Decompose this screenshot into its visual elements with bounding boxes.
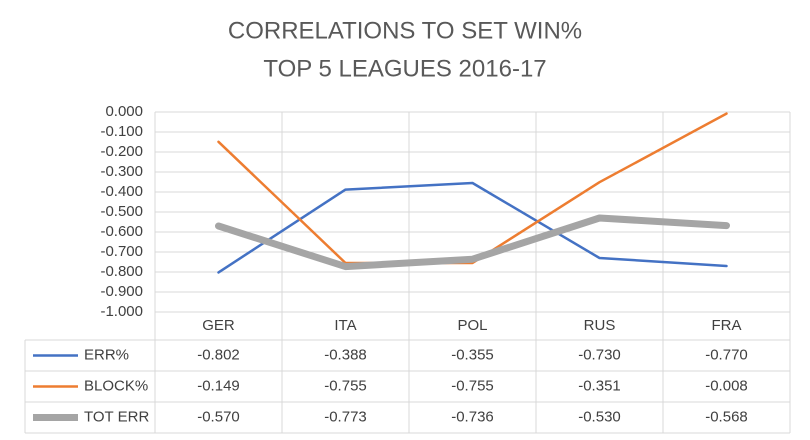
- data-label: -0.773: [324, 408, 367, 425]
- data-label: -0.755: [324, 377, 367, 394]
- legend-label: BLOCK%: [84, 377, 148, 394]
- x-tick-label: POL: [457, 317, 487, 334]
- y-tick-label: -0.400: [100, 183, 143, 200]
- y-tick-label: 0.000: [105, 103, 143, 120]
- y-tick-label: -0.200: [100, 143, 143, 160]
- chart-title: CORRELATIONS TO SET WIN%: [228, 17, 582, 44]
- legend-label: ERR%: [84, 346, 129, 363]
- legend-label: TOT ERR: [84, 408, 149, 425]
- data-label: -0.008: [705, 377, 748, 394]
- data-label: -0.355: [451, 346, 494, 363]
- data-label: -0.351: [578, 377, 621, 394]
- x-tick-label: RUS: [584, 317, 616, 334]
- data-label: -0.736: [451, 408, 494, 425]
- y-tick-label: -0.800: [100, 263, 143, 280]
- chart-subtitle: TOP 5 LEAGUES 2016-17: [263, 55, 546, 82]
- series-line: [217, 181, 728, 274]
- y-tick-label: -0.100: [100, 123, 143, 140]
- data-label: -0.570: [197, 408, 240, 425]
- y-tick-label: -0.300: [100, 163, 143, 180]
- y-tick-label: -0.700: [100, 243, 143, 260]
- data-label: -0.149: [197, 377, 240, 394]
- series-line: [217, 112, 728, 265]
- y-tick-label: -0.500: [100, 203, 143, 220]
- data-label: -0.530: [578, 408, 621, 425]
- x-tick-label: GER: [202, 317, 235, 334]
- y-tick-label: -0.900: [100, 283, 143, 300]
- data-label: -0.568: [705, 408, 748, 425]
- y-tick-label: -1.000: [100, 303, 143, 320]
- data-label: -0.388: [324, 346, 367, 363]
- series-line: [215, 214, 730, 271]
- x-tick-label: ITA: [334, 317, 356, 334]
- data-label: -0.730: [578, 346, 621, 363]
- y-tick-label: -0.600: [100, 223, 143, 240]
- x-tick-label: FRA: [712, 317, 742, 334]
- data-label: -0.802: [197, 346, 240, 363]
- data-label: -0.755: [451, 377, 494, 394]
- data-label: -0.770: [705, 346, 748, 363]
